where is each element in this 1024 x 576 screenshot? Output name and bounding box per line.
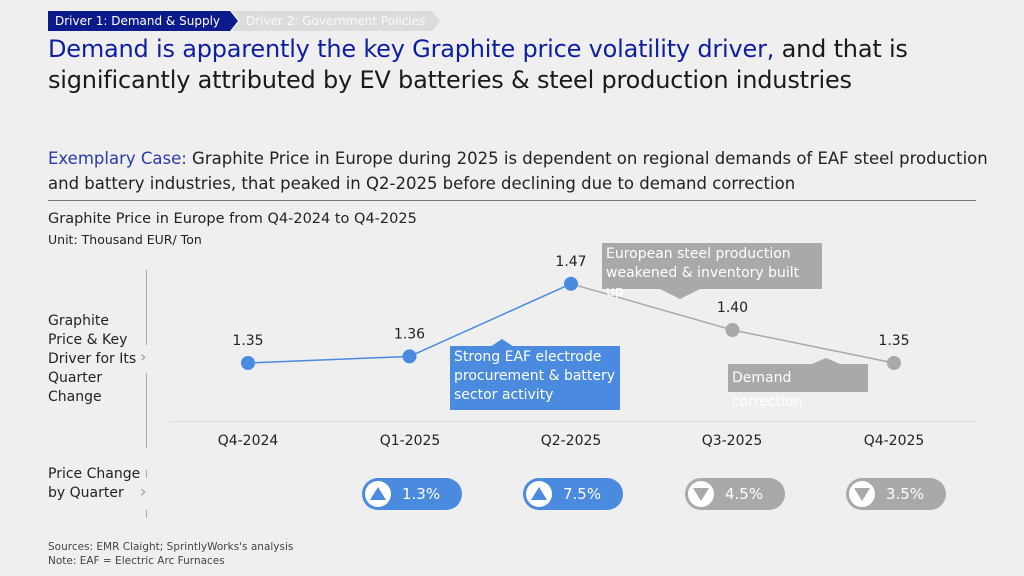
data-label: 1.35 (232, 333, 263, 349)
tab-demand-supply[interactable]: Driver 1: Demand & Supply (48, 11, 238, 31)
annotation-pointer (812, 358, 840, 364)
data-point (402, 349, 417, 364)
data-point (564, 276, 578, 291)
x-tick-label: Q4-2024 (217, 433, 279, 449)
arrow-down-icon (849, 481, 875, 507)
line-segment (409, 283, 572, 358)
price-change-value: 7.5% (563, 485, 602, 503)
data-label: 1.47 (555, 254, 586, 270)
chevron-right-icon: › (140, 347, 147, 366)
divider (48, 200, 976, 201)
footer-sources: Sources: EMR Claight; SprintlyWorks's an… (48, 541, 294, 553)
price-change-badge: 3.5% (846, 478, 946, 510)
arrow-up-icon (526, 481, 552, 507)
data-label: 1.35 (878, 333, 909, 349)
annotation-pointer (490, 339, 514, 347)
data-label: 1.36 (394, 326, 425, 342)
annotation-steel-weakened: European steel production weakened & inv… (602, 243, 822, 300)
row-label-price: Graphite Price & Key Driver for Its Quar… (48, 313, 137, 405)
chevron-right-icon: › (140, 482, 147, 501)
footer-note: Note: EAF = Electric Arc Furnaces (48, 555, 225, 567)
subtitle: Exemplary Case: Graphite Price in Europe… (48, 146, 1008, 196)
x-tick-label: Q3-2025 (701, 433, 763, 449)
subtitle-rest: Graphite Price in Europe during 2025 is … (48, 149, 988, 193)
line-segment (570, 283, 733, 331)
row-divider-top (146, 270, 147, 345)
arrow-up-icon (365, 481, 391, 507)
subtitle-highlight: Exemplary Case: (48, 149, 187, 168)
line-segment (732, 329, 895, 364)
annotation-demand-correction: Demand correction (728, 364, 868, 410)
page-title: Demand is apparently the key Graphite pr… (48, 34, 1008, 96)
row-divider-tick-bottom (146, 510, 147, 518)
x-tick-label: Q1-2025 (379, 433, 441, 449)
arrow-down-icon (688, 481, 714, 507)
tab-government-policies[interactable]: Driver 2: Government Policies (232, 11, 440, 31)
price-change-value: 4.5% (725, 485, 764, 503)
data-label: 1.40 (717, 300, 748, 316)
price-change-value: 3.5% (886, 485, 925, 503)
x-axis-line (170, 421, 976, 422)
row-divider-bottom (146, 373, 147, 448)
chart-title: Graphite Price in Europe from Q4-2024 to… (48, 211, 417, 227)
annotation-strong-eaf: Strong EAF electrode procurement & batte… (450, 346, 620, 410)
row-label-change: Price Change by Quarter (48, 466, 141, 501)
price-change-badge: 1.3% (362, 478, 462, 510)
row-divider-tick-top (146, 470, 147, 478)
title-rest: and that is significantly attributed by … (48, 35, 908, 94)
price-change-badge: 4.5% (685, 478, 785, 510)
line-segment (247, 355, 410, 364)
chart-unit: Unit: Thousand EUR/ Ton (48, 232, 202, 247)
price-change-value: 1.3% (402, 485, 441, 503)
annotation-pointer (660, 289, 700, 299)
data-point (887, 356, 901, 370)
title-highlight: Demand is apparently the key Graphite pr… (48, 35, 775, 63)
price-change-badge: 7.5% (523, 478, 623, 510)
x-tick-label: Q4-2025 (863, 433, 925, 449)
data-point (725, 323, 740, 337)
x-tick-label: Q2-2025 (540, 433, 602, 449)
data-point (241, 356, 255, 370)
